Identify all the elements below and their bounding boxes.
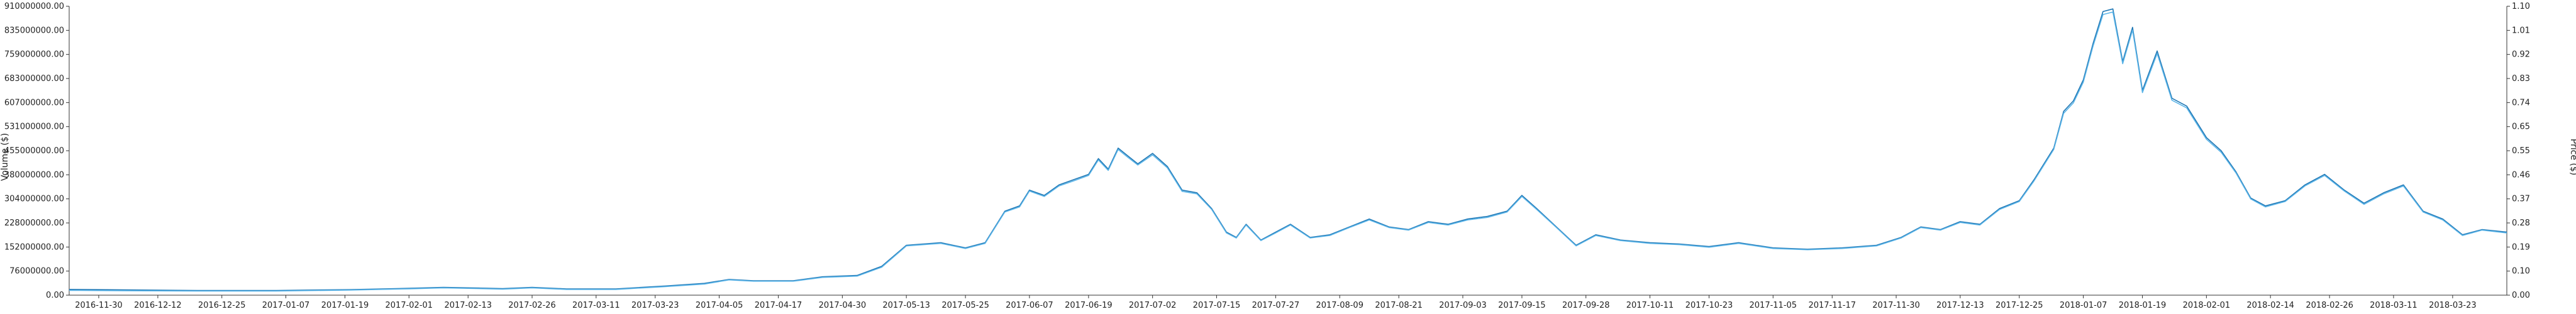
right-axis-title: Price ($) (2568, 139, 2576, 175)
left-tick-label: 228000000.00 (4, 219, 64, 228)
x-tick-label: 2018-03-23 (2429, 301, 2477, 310)
left-tick-label: 152000000.00 (4, 242, 64, 252)
x-tick-label: 2017-09-15 (1498, 301, 1546, 310)
x-tick-label: 2017-09-28 (1562, 301, 1610, 310)
x-tick-label: 2017-12-25 (1996, 301, 2043, 310)
right-tick-label: 0.10 (2512, 267, 2530, 276)
plot-frame (69, 6, 2507, 296)
x-tick-label: 2017-06-07 (1006, 301, 1053, 310)
x-tick-label: 2017-04-17 (755, 301, 802, 310)
x-tick-label: 2017-07-02 (1129, 301, 1177, 310)
x-tick-label: 2018-02-14 (2246, 301, 2294, 310)
right-tick-label: 0.46 (2512, 170, 2530, 180)
x-tick-label: 2017-01-19 (321, 301, 369, 310)
left-tick-label: 683000000.00 (4, 74, 64, 84)
left-tick-label: 759000000.00 (4, 50, 64, 60)
right-tick-label: 0.37 (2512, 195, 2530, 204)
right-tick-label: 0.28 (2512, 219, 2530, 228)
right-tick-label: 1.10 (2512, 2, 2530, 11)
x-tick-label: 2017-02-26 (508, 301, 556, 310)
x-tick-label: 2017-02-01 (386, 301, 433, 310)
series-layer (69, 8, 2507, 292)
x-tick-label: 2016-12-25 (198, 301, 246, 310)
left-tick-label: 455000000.00 (4, 146, 64, 156)
left-tick-label: 76000000.00 (9, 267, 64, 276)
x-tick-label: 2017-05-13 (882, 301, 930, 310)
x-tick-label: 2017-09-03 (1439, 301, 1487, 310)
left-tick-label: 910000000.00 (4, 2, 64, 11)
x-tick-label: 2017-02-13 (444, 301, 492, 310)
x-tick-label: 2017-11-05 (1750, 301, 1797, 310)
left-tick-label: 304000000.00 (4, 195, 64, 204)
x-tick-label: 2018-01-07 (2060, 301, 2107, 310)
x-tick-label: 2017-04-30 (819, 301, 867, 310)
right-tick-label: 0.00 (2512, 291, 2530, 300)
right-tick-label: 0.19 (2512, 242, 2530, 252)
left-tick-label: 0.00 (46, 291, 64, 300)
x-tick-label: 2017-10-23 (1685, 301, 1733, 310)
right-tick-label: 1.01 (2512, 26, 2530, 35)
price-series-line (69, 8, 2507, 291)
right-tick-label: 0.55 (2512, 146, 2530, 156)
right-tick-label: 0.74 (2512, 98, 2530, 107)
left-tick-label: 380000000.00 (4, 170, 64, 180)
x-tick-label: 2017-07-27 (1252, 301, 1300, 310)
x-tick-label: 2017-08-09 (1316, 301, 1363, 310)
x-tick-label: 2017-03-11 (572, 301, 620, 310)
x-tick-label: 2018-02-26 (2306, 301, 2353, 310)
left-tick-label: 531000000.00 (4, 122, 64, 132)
left-y-axis: 0.00 76000000.00 152000000.00 228000000.00 3… (4, 2, 69, 300)
x-tick-label: 2017-08-21 (1375, 301, 1423, 310)
right-tick-label: 0.92 (2512, 50, 2530, 60)
left-axis-title: Volume ($) (0, 133, 10, 181)
left-tick-label: 607000000.00 (4, 98, 64, 107)
x-tick-label: 2017-01-07 (262, 301, 310, 310)
x-tick-label: 2018-03-11 (2370, 301, 2418, 310)
x-tick-label: 2017-11-17 (1808, 301, 1856, 310)
right-tick-label: 0.83 (2512, 74, 2530, 84)
x-tick-label: 2017-03-23 (631, 301, 679, 310)
right-tick-label: 0.65 (2512, 122, 2530, 132)
x-tick-label: 2017-06-19 (1065, 301, 1113, 310)
x-tick-label: 2017-04-05 (696, 301, 743, 310)
x-tick-label: 2017-12-13 (1936, 301, 1984, 310)
x-tick-label: 2017-11-30 (1872, 301, 1920, 310)
x-tick-label: 2017-05-25 (941, 301, 989, 310)
x-axis: 2016-11-30 2016-12-12 2016-12-25 2017-01-07… (75, 295, 2477, 310)
volume-series-line (69, 11, 2507, 292)
x-tick-label: 2016-12-12 (134, 301, 182, 310)
x-tick-label: 2016-11-30 (75, 301, 123, 310)
x-tick-label: 2017-07-15 (1193, 301, 1241, 310)
x-tick-label: 2018-02-01 (2183, 301, 2231, 310)
left-tick-label: 835000000.00 (4, 26, 64, 35)
x-tick-label: 2017-10-11 (1626, 301, 1674, 310)
right-y-axis: 0.00 0.10 0.19 0.28 0.37 0.46 0.55 0.65 0.74 0.83… (2507, 2, 2530, 300)
x-tick-label: 2018-01-19 (2119, 301, 2167, 310)
